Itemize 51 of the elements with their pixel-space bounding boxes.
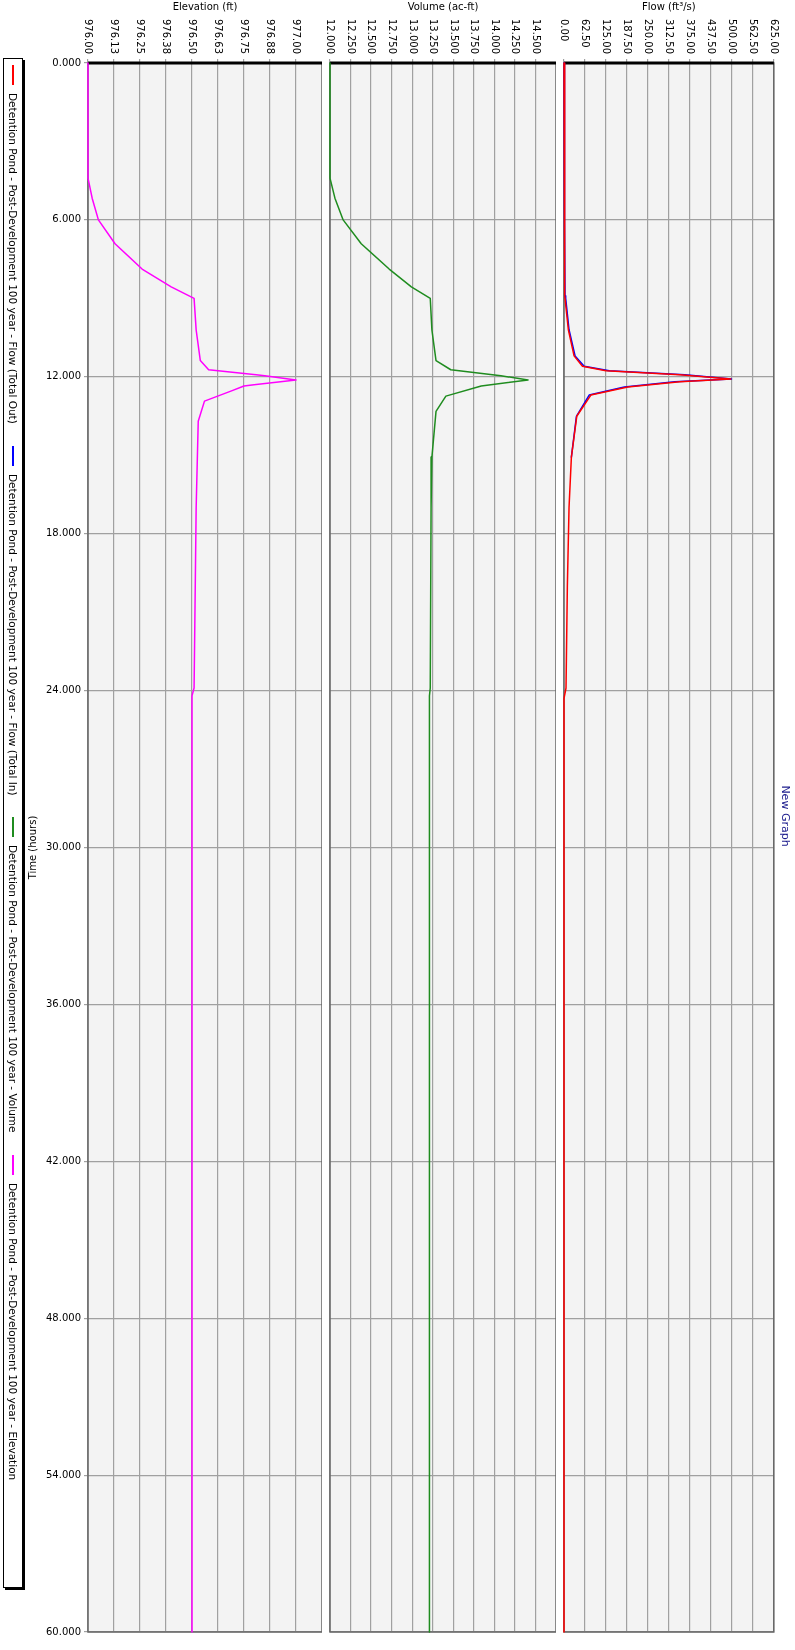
x-tick-label: 976.25 [135, 19, 147, 54]
x-tick-label: 62.50 [580, 19, 592, 48]
x-tick-label: 976.75 [239, 19, 251, 54]
x-tick-label: 14.250 [510, 19, 522, 54]
y-tick-label: 24.000 [46, 684, 81, 696]
x-tick-label: 14.000 [489, 19, 501, 54]
legend-label: Detention Pond - Post-Development 100 year - Volume [7, 845, 19, 1133]
x-tick-label: 13.250 [428, 19, 440, 54]
y-tick-label: 30.000 [46, 841, 81, 853]
text: New Graph [778, 785, 792, 847]
x-tick-label: 977.00 [291, 19, 303, 54]
x-tick-label: 187.50 [622, 19, 634, 54]
x-tick-label: 500.00 [727, 19, 739, 54]
x-axis-title: Elevation (ft) [172, 0, 238, 12]
y-tick-label: 0.000 [52, 56, 81, 68]
x-tick-label: 976.50 [187, 19, 199, 54]
y-axis-title: Time (hours) [26, 815, 38, 881]
x-tick-label: 976.38 [161, 19, 173, 54]
legend-label: Detention Pond - Post-Development 100 year - Flow (Total Out) [7, 93, 19, 424]
x-tick-label: 12.750 [387, 19, 399, 54]
x-tick-label: 12.000 [325, 19, 337, 54]
x-tick-label: 976.13 [109, 19, 121, 54]
y-tick-label: 18.000 [46, 527, 81, 539]
x-tick-label: 12.250 [345, 19, 357, 54]
x-tick-label: 312.50 [664, 19, 676, 54]
x-tick-label: 13.500 [448, 19, 460, 54]
x-tick-label: 625.00 [769, 19, 781, 54]
x-tick-label: 375.00 [685, 19, 697, 54]
x-axis-title: Flow (ft³/s) [642, 0, 696, 12]
y-tick-label: 12.000 [46, 370, 81, 382]
x-tick-label: 13.750 [469, 19, 481, 54]
y-tick-label: 6.000 [52, 213, 81, 225]
y-tick-label: 48.000 [46, 1311, 81, 1323]
x-tick-label: 976.00 [83, 19, 95, 54]
y-tick-label: 54.000 [46, 1468, 81, 1480]
x-tick-label: 14.500 [530, 19, 542, 54]
x-tick-label: 562.50 [748, 19, 760, 54]
x-tick-label: 13.000 [407, 19, 419, 54]
legend-label: Detention Pond - Post-Development 100 year - Elevation [7, 1182, 19, 1481]
x-tick-label: 250.00 [643, 19, 655, 54]
x-tick-label: 0.00 [559, 19, 571, 42]
y-tick-label: 42.000 [46, 1154, 81, 1166]
legend-label: Detention Pond - Post-Development 100 year - Flow (Total In) [7, 473, 19, 796]
x-tick-label: 125.00 [601, 19, 613, 54]
y-tick-label: 60.000 [46, 1625, 81, 1637]
x-tick-label: 437.50 [706, 19, 718, 54]
x-tick-label: 976.88 [265, 19, 277, 54]
x-tick-label: 976.63 [213, 19, 225, 54]
x-axis-title: Volume (ac-ft) [407, 0, 479, 12]
x-tick-label: 12.500 [366, 19, 378, 54]
y-tick-label: 36.000 [46, 997, 81, 1009]
